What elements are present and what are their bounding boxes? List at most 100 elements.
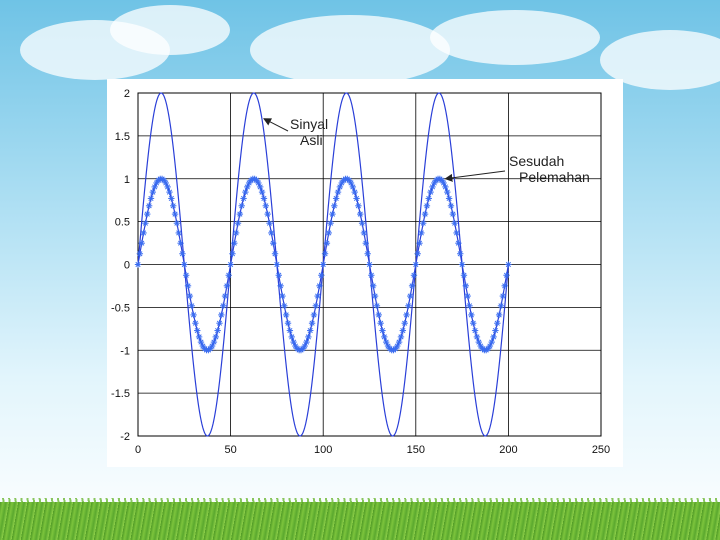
data-point-marker [399,327,407,334]
data-point-marker [134,261,142,268]
data-point-marker [212,333,219,341]
data-point-marker [320,261,327,268]
data-point-marker [312,302,319,310]
y-tick-label: -2 [120,431,130,443]
data-point-marker [284,319,292,327]
grid [137,92,602,437]
data-point-marker [258,188,266,196]
data-point-marker [308,319,316,327]
y-tick-labels: 2 1.5 1 0.5 0 -0.5 -1 -1.5 -2 [111,88,130,443]
data-point-marker [351,188,358,196]
y-tick-label: 0.5 [115,217,130,229]
data-point-marker [471,327,479,334]
data-point-marker [229,250,236,257]
data-point-marker [362,239,369,247]
data-point-marker [418,229,425,237]
data-point-marker [492,327,499,334]
data-point-marker [457,250,464,257]
data-point-marker [318,272,325,279]
data-point-marker [277,282,284,290]
data-point-marker [494,319,501,327]
data-point-marker [373,302,381,310]
annotation-text: Pelemahan [519,169,590,185]
data-point-marker [138,239,145,247]
data-point-marker [192,319,199,327]
data-point-marker [286,327,294,334]
data-point-marker [186,292,194,300]
data-point-marker [214,327,221,334]
data-point-marker [177,239,184,247]
data-point-marker [460,272,468,279]
data-point-marker [234,219,242,227]
cloud [250,15,450,85]
data-point-marker [275,272,282,279]
data-point-marker [397,333,405,341]
data-point-marker [223,282,231,290]
data-point-marker [210,338,218,346]
data-point-marker [329,210,336,218]
x-tick-label: 0 [135,444,141,456]
data-point-marker [470,319,477,327]
data-point-marker [501,282,508,290]
data-point-marker [216,319,223,327]
data-point-marker [377,319,384,327]
data-point-marker [288,333,295,341]
data-point-marker [353,195,360,202]
data-point-marker [407,292,414,300]
data-point-marker [221,292,229,300]
data-point-marker [488,338,495,346]
grass [0,502,720,540]
data-point-marker [310,311,318,319]
data-point-marker [260,195,268,202]
annotation-text: Sinyal [290,116,328,132]
data-point-marker [257,183,264,191]
data-point-marker [232,229,240,237]
data-point-marker [360,229,368,237]
data-point-marker [166,188,173,196]
data-point-marker [355,202,362,210]
data-point-marker [307,327,314,334]
data-point-marker [149,188,157,196]
data-point-marker [421,210,429,218]
data-point-marker [331,202,338,210]
data-point-marker [142,219,149,227]
data-point-marker [462,282,470,290]
data-point-marker [173,219,181,227]
data-point-marker [236,210,244,218]
data-point-marker [325,229,332,237]
data-point-marker [273,261,281,268]
cloud [430,10,600,65]
y-tick-label: 2 [124,88,130,100]
annotation-arrow [263,118,289,132]
data-point-marker [453,229,460,237]
data-point-marker [449,210,457,218]
data-point-marker [190,311,197,319]
data-point-marker [227,261,234,268]
data-point-marker [468,311,475,319]
data-point-marker [368,272,375,279]
data-point-marker [445,195,453,202]
data-point-marker [466,302,473,310]
data-point-marker [168,195,175,202]
data-point-marker [503,272,510,279]
data-point-marker [410,272,418,279]
data-point-marker [497,302,505,310]
y-tick-label: 1.5 [115,131,130,143]
data-point-marker [332,195,340,202]
data-point-marker [262,202,269,210]
data-point-marker [414,250,421,257]
data-point-marker [379,327,386,334]
data-point-marker [444,188,451,196]
data-point-marker [303,338,310,346]
data-point-marker [305,333,312,341]
data-point-marker [181,261,188,268]
data-point-marker [381,333,388,341]
data-point-marker [171,210,179,218]
cloud [110,5,230,55]
y-tick-label: 0 [124,260,130,272]
data-point-marker [455,239,462,247]
data-point-marker [188,302,195,310]
data-point-marker [169,202,177,210]
data-point-marker [195,333,203,341]
